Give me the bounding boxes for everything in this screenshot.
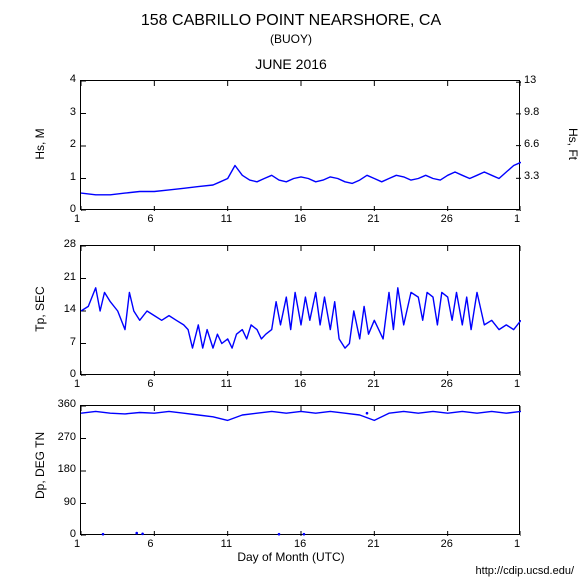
xtick-label: 16: [294, 213, 306, 225]
xtick-label: 21: [367, 538, 379, 550]
xtick-label: 11: [221, 378, 232, 390]
xtick-label: 6: [147, 378, 153, 390]
xtick-label: 16: [294, 378, 306, 390]
series-line-dp: [81, 411, 521, 420]
chart-title: JUNE 2016: [0, 56, 582, 72]
ytick-label: 90: [64, 496, 76, 508]
ylabel-right-hs: Hs, Ft: [566, 119, 580, 169]
ytick-label: 3: [70, 106, 76, 118]
ytick-label: 360: [58, 398, 76, 410]
footer-url: http://cdip.ucsd.edu/: [476, 565, 574, 577]
series-line-hs: [81, 162, 521, 195]
page-subtitle: (BUOY): [0, 32, 582, 46]
ytick-label-right: 13: [524, 74, 536, 86]
ytick-label-right: 9.8: [524, 106, 539, 118]
xtick-label: 11: [221, 538, 232, 550]
xtick-label: 6: [147, 213, 153, 225]
xtick-label: 1: [514, 213, 520, 225]
ytick-label: 7: [70, 336, 76, 348]
ytick-label: 180: [58, 463, 76, 475]
xtick-label: 6: [147, 538, 153, 550]
ylabel-dp: Dp, DEG TN: [33, 439, 47, 499]
panel-svg-tp: [81, 246, 521, 376]
xtick-label: 1: [514, 378, 520, 390]
panel-svg-dp: [81, 406, 521, 536]
ylabel-tp: Tp, SEC: [33, 279, 47, 339]
xtick-label: 1: [74, 213, 80, 225]
page-title: 158 CABRILLO POINT NEARSHORE, CA: [0, 12, 582, 30]
series-line-tp: [81, 288, 521, 348]
ytick-label: 270: [58, 431, 76, 443]
xtick-label: 1: [514, 538, 520, 550]
xtick-label: 21: [367, 378, 379, 390]
ytick-label: 28: [64, 238, 76, 250]
ytick-label: 21: [64, 271, 76, 283]
xtick-label: 11: [221, 213, 232, 225]
ylabel-hs: Hs, M: [33, 114, 47, 174]
xtick-label: 26: [441, 378, 453, 390]
ytick-label: 4: [70, 73, 76, 85]
panel-tp: [80, 245, 520, 375]
xtick-label: 16: [294, 538, 306, 550]
ytick-label-right: 3.3: [524, 170, 539, 182]
ytick-label: 2: [70, 138, 76, 150]
xtick-label: 21: [367, 213, 379, 225]
xtick-label: 26: [441, 538, 453, 550]
xtick-label: 1: [74, 538, 80, 550]
xtick-label: 26: [441, 213, 453, 225]
x-axis-label: Day of Month (UTC): [0, 550, 582, 564]
ytick-label: 1: [70, 171, 76, 183]
ytick-label-right: 6.6: [524, 138, 539, 150]
panel-dp: [80, 405, 520, 535]
panel-hs: [80, 80, 520, 210]
xtick-label: 1: [74, 378, 80, 390]
panel-svg-hs: [81, 81, 521, 211]
ytick-label: 14: [64, 303, 76, 315]
